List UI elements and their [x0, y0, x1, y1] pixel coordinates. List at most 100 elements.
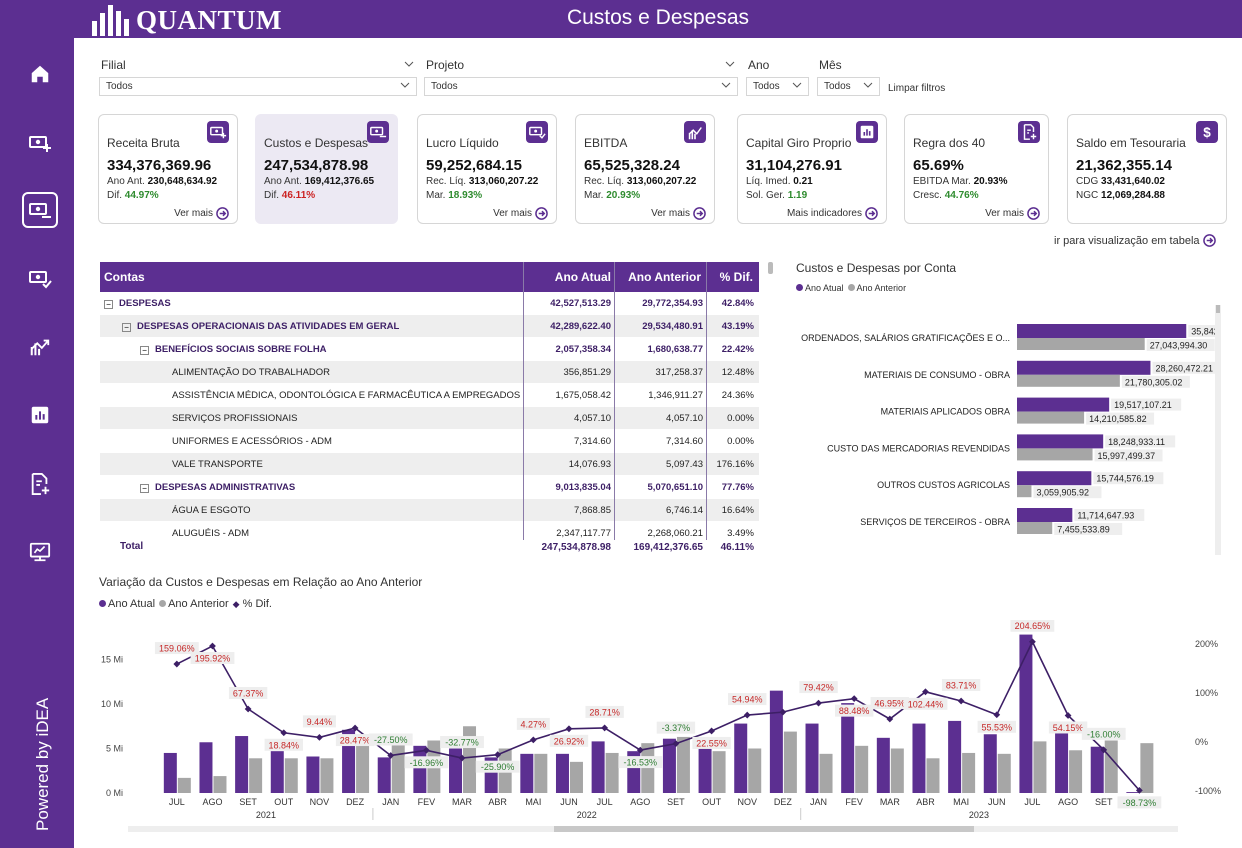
bar-ano-anterior[interactable] [213, 776, 227, 793]
dif-point[interactable] [993, 711, 1001, 719]
trend-icon[interactable] [684, 121, 706, 143]
bar-ano-anterior[interactable] [1017, 411, 1085, 424]
legend-ano-atual[interactable]: Ano Atual [796, 283, 844, 293]
bar-ano-atual[interactable] [270, 751, 284, 793]
table-row[interactable]: SERVIÇOS PROFISSIONAIS 4,057.10 4,057.10 0.… [100, 407, 759, 429]
bar-ano-atual[interactable] [698, 742, 712, 793]
collapse-icon[interactable]: − [140, 484, 149, 493]
dif-point[interactable] [850, 695, 858, 703]
bar-ano-anterior[interactable] [962, 752, 976, 793]
bar-ano-atual[interactable] [1017, 324, 1187, 338]
bar-ano-atual[interactable] [377, 757, 391, 793]
table-row[interactable]: − BENEFÍCIOS SOCIAIS SOBRE FOLHA 2,057,358… [100, 338, 759, 360]
bar-ano-atual[interactable] [805, 723, 819, 793]
bar-ano-atual[interactable] [1019, 634, 1033, 793]
kpi-card[interactable]: Custos e Despesas 247,534,878.98 Ano Ant. … [255, 114, 398, 224]
dif-point[interactable] [957, 697, 965, 705]
bar-ano-anterior[interactable] [1017, 448, 1093, 461]
bar-ano-anterior[interactable] [712, 751, 726, 793]
bar-ano-anterior[interactable] [284, 758, 298, 793]
bar-ano-anterior[interactable] [1069, 750, 1083, 793]
checked-money-icon[interactable] [526, 121, 548, 143]
dif-point[interactable] [815, 699, 822, 707]
bar-ano-atual[interactable] [591, 741, 605, 793]
bar-ano-atual[interactable] [734, 723, 748, 793]
income-icon[interactable] [207, 121, 229, 143]
dif-point[interactable] [422, 746, 430, 754]
dif-point[interactable] [886, 715, 894, 723]
bar-ano-anterior[interactable] [819, 753, 833, 793]
card-more-link[interactable]: Ver mais [651, 207, 706, 220]
kpi-card[interactable]: Lucro Líquido 59,252,684.15 Rec. Líq. 313,… [417, 114, 557, 224]
dif-point[interactable] [209, 642, 216, 650]
dif-point[interactable] [316, 733, 323, 741]
card-more-link[interactable]: Ver mais [174, 207, 229, 220]
bar-ano-atual[interactable] [1090, 746, 1104, 793]
table-row[interactable]: ALIMENTAÇÃO DO TRABALHADOR 356,851.29 317,… [100, 361, 759, 383]
dif-point[interactable] [280, 729, 288, 737]
variation-chart-scroll-thumb[interactable] [554, 826, 974, 832]
bar-ano-anterior[interactable] [748, 748, 762, 794]
card-more-link[interactable]: Ver mais [493, 207, 548, 220]
dif-point[interactable] [173, 660, 181, 668]
bar-ano-anterior[interactable] [1017, 485, 1032, 498]
nav-trend[interactable] [22, 329, 58, 365]
table-row[interactable]: ASSISTÊNCIA MÉDICA, ODONTOLÓGICA E FARMA… [100, 384, 759, 406]
collapse-icon[interactable]: − [122, 323, 131, 332]
card-more-link[interactable]: Mais indicadores [787, 207, 878, 220]
kpi-card[interactable]: Regra dos 40 65.69% EBITDA Mar. 20.93% Cres… [904, 114, 1049, 224]
bar-chart-scroll-thumb[interactable] [1216, 305, 1220, 313]
table-row[interactable]: − DESPESAS OPERACIONAIS DAS ATIVIDADES EM… [100, 315, 759, 337]
header-ano-atual[interactable]: Ano Atual [554, 270, 611, 284]
bar-ano-anterior[interactable] [391, 740, 405, 793]
dif-point[interactable] [529, 736, 537, 744]
legend-ano-anterior[interactable]: Ano Anterior [159, 598, 229, 610]
bar-ano-atual[interactable] [1017, 471, 1092, 486]
bar-ano-atual[interactable] [235, 736, 249, 793]
bar-ano-anterior[interactable] [1104, 740, 1118, 793]
bar-ano-atual[interactable] [449, 748, 463, 794]
bar-ano-anterior[interactable] [676, 736, 690, 793]
collapse-icon[interactable]: − [140, 346, 149, 355]
kpi-card[interactable]: Saldo em Tesouraria $21,362,355.14 CDG 33,… [1067, 114, 1227, 224]
table-row[interactable]: VALE TRANSPORTE 14,076.93 5,097.43 176.16% [100, 453, 759, 475]
header-dif[interactable]: % Dif. [719, 270, 753, 284]
bar-ano-anterior[interactable] [855, 745, 869, 793]
clear-filters-button[interactable]: Limpar filtros [888, 83, 946, 94]
kpi-card[interactable]: Capital Giro Proprio 31,104,276.91 Líq. Im… [737, 114, 887, 224]
bar-ano-atual[interactable] [983, 734, 997, 793]
table-row[interactable]: UNIFORMES E ACESSÓRIOS - ADM 7,314.60 7,31… [100, 430, 759, 452]
bar-ano-atual[interactable] [555, 753, 569, 793]
dif-point[interactable] [565, 725, 573, 733]
bar-ano-anterior[interactable] [249, 758, 263, 793]
bar-ano-anterior[interactable] [890, 748, 904, 794]
bar-ano-anterior[interactable] [569, 761, 583, 793]
dif-point[interactable] [1100, 746, 1108, 754]
dif-point[interactable] [672, 740, 680, 748]
bar-ano-atual[interactable] [841, 703, 855, 793]
bar-ano-atual[interactable] [1017, 508, 1073, 522]
nav-bar-chart[interactable] [22, 397, 58, 433]
bar-ano-anterior[interactable] [534, 753, 548, 793]
bar-ano-anterior[interactable] [783, 731, 797, 793]
table-scrollbar[interactable] [768, 262, 773, 274]
bar-ano-atual[interactable] [413, 745, 427, 793]
table-view-link[interactable]: ir para visualização em tabela [1054, 234, 1216, 247]
bar-ano-anterior[interactable] [1033, 741, 1047, 793]
bar-ano-atual[interactable] [912, 723, 926, 793]
filter-mes-select[interactable]: Todos [817, 77, 880, 96]
bar-ano-atual[interactable] [1017, 434, 1104, 449]
table-row[interactable]: ÁGUA E ESGOTO 7,868.85 6,746.14 16.64% [100, 499, 759, 521]
bar-ano-atual[interactable] [199, 742, 213, 793]
nav-home[interactable] [22, 56, 58, 92]
nav-dashboard[interactable] [22, 534, 58, 570]
collapse-icon[interactable]: − [104, 300, 113, 309]
nav-report[interactable] [22, 466, 58, 502]
bar-chart-icon[interactable] [856, 121, 878, 143]
bar-ano-anterior[interactable] [320, 758, 334, 793]
nav-income[interactable] [22, 124, 58, 160]
bar-ano-anterior[interactable] [1017, 374, 1120, 387]
dollar-icon[interactable]: $ [1196, 121, 1218, 143]
bar-ano-atual[interactable] [306, 756, 320, 793]
bar-ano-atual[interactable] [948, 720, 962, 793]
